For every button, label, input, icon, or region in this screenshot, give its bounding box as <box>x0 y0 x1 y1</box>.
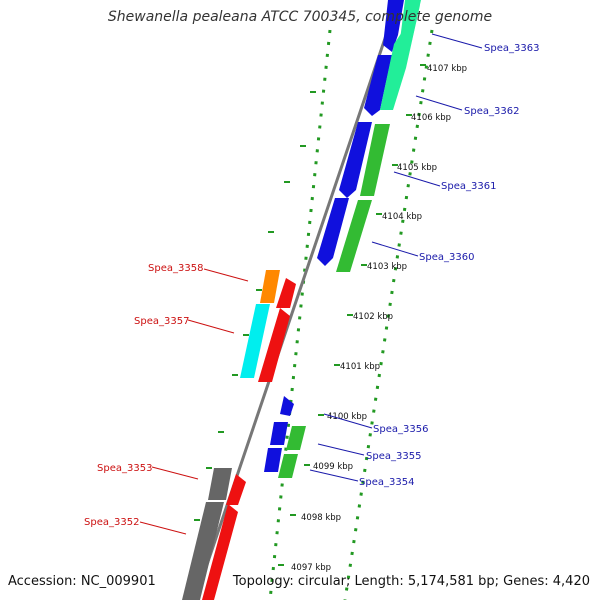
tick-labels: 4107 kbp 4106 kbp 4105 kbp 4104 kbp 4103… <box>291 64 467 573</box>
tick-label: 4104 kbp <box>382 212 422 222</box>
gene-spea-3360-blue[interactable] <box>317 198 349 266</box>
gene-spea-3357[interactable] <box>240 304 270 378</box>
gene-label[interactable]: Spea_3358 <box>148 263 203 274</box>
gene-label[interactable]: Spea_3361 <box>441 181 496 192</box>
gene-spea-3356[interactable] <box>280 396 294 416</box>
gene-spea-3355-blue[interactable] <box>270 422 288 445</box>
tick-label: 4102 kbp <box>353 312 393 322</box>
accession-label: Accession: NC_009901 <box>8 574 156 589</box>
gene-spea-3353-red[interactable] <box>226 474 246 505</box>
gene-spea-3362[interactable] <box>380 5 420 110</box>
gene-spea-3353[interactable] <box>208 468 232 500</box>
map-title: Shewanella pealeana ATCC 700345, complet… <box>107 9 493 25</box>
tick-label: 4098 kbp <box>301 513 341 523</box>
genome-backbone <box>193 0 400 600</box>
tick-label: 4107 kbp <box>427 64 467 74</box>
gene-spea-3355[interactable] <box>286 426 306 450</box>
tick-label: 4097 kbp <box>291 563 331 573</box>
gene-label[interactable]: Spea_3362 <box>464 106 519 117</box>
gene-spea-3361-blue[interactable] <box>339 122 372 198</box>
inner-dotted-track <box>343 29 434 600</box>
gene-label[interactable]: Spea_3360 <box>419 252 474 263</box>
gene-spea-3354[interactable] <box>278 454 298 478</box>
gene-label[interactable]: Spea_3363 <box>484 43 539 54</box>
gene-features <box>182 0 421 600</box>
gene-label[interactable]: Spea_3357 <box>134 316 189 327</box>
gene-spea-3357-red[interactable] <box>258 308 290 382</box>
gene-labels-left: Spea_3358 Spea_3357 Spea_3353 Spea_3352 <box>84 263 203 528</box>
tick-label: 4100 kbp <box>327 412 367 422</box>
gene-spea-3358-red[interactable] <box>276 278 296 308</box>
tick-label: 4099 kbp <box>313 462 353 472</box>
genome-summary: Topology: circular; Length: 5,174,581 bp… <box>232 574 590 589</box>
gene-spea-3352[interactable] <box>182 502 224 600</box>
gene-label[interactable]: Spea_3355 <box>366 451 421 462</box>
gene-labels-right: Spea_3363 Spea_3362 Spea_3361 Spea_3360 … <box>359 43 539 488</box>
gene-label[interactable]: Spea_3353 <box>97 463 152 474</box>
gene-label[interactable]: Spea_3356 <box>373 424 428 435</box>
gene-spea-3362-blue[interactable] <box>364 55 392 116</box>
gene-label[interactable]: Spea_3352 <box>84 517 139 528</box>
gene-spea-3360[interactable] <box>336 200 372 272</box>
tick-label: 4101 kbp <box>340 362 380 372</box>
gene-spea-3352-red[interactable] <box>202 504 238 600</box>
gene-spea-3358[interactable] <box>260 270 280 303</box>
tick-label: 4105 kbp <box>397 163 437 173</box>
gene-label[interactable]: Spea_3354 <box>359 477 414 488</box>
gene-spea-3363-top[interactable] <box>383 0 404 52</box>
label-connectors <box>139 33 483 535</box>
tick-marks <box>194 64 426 566</box>
tick-label: 4106 kbp <box>411 113 451 123</box>
tick-label: 4103 kbp <box>367 262 407 272</box>
gene-spea-3354-blue[interactable] <box>264 448 282 472</box>
gene-spea-3361[interactable] <box>360 124 390 196</box>
